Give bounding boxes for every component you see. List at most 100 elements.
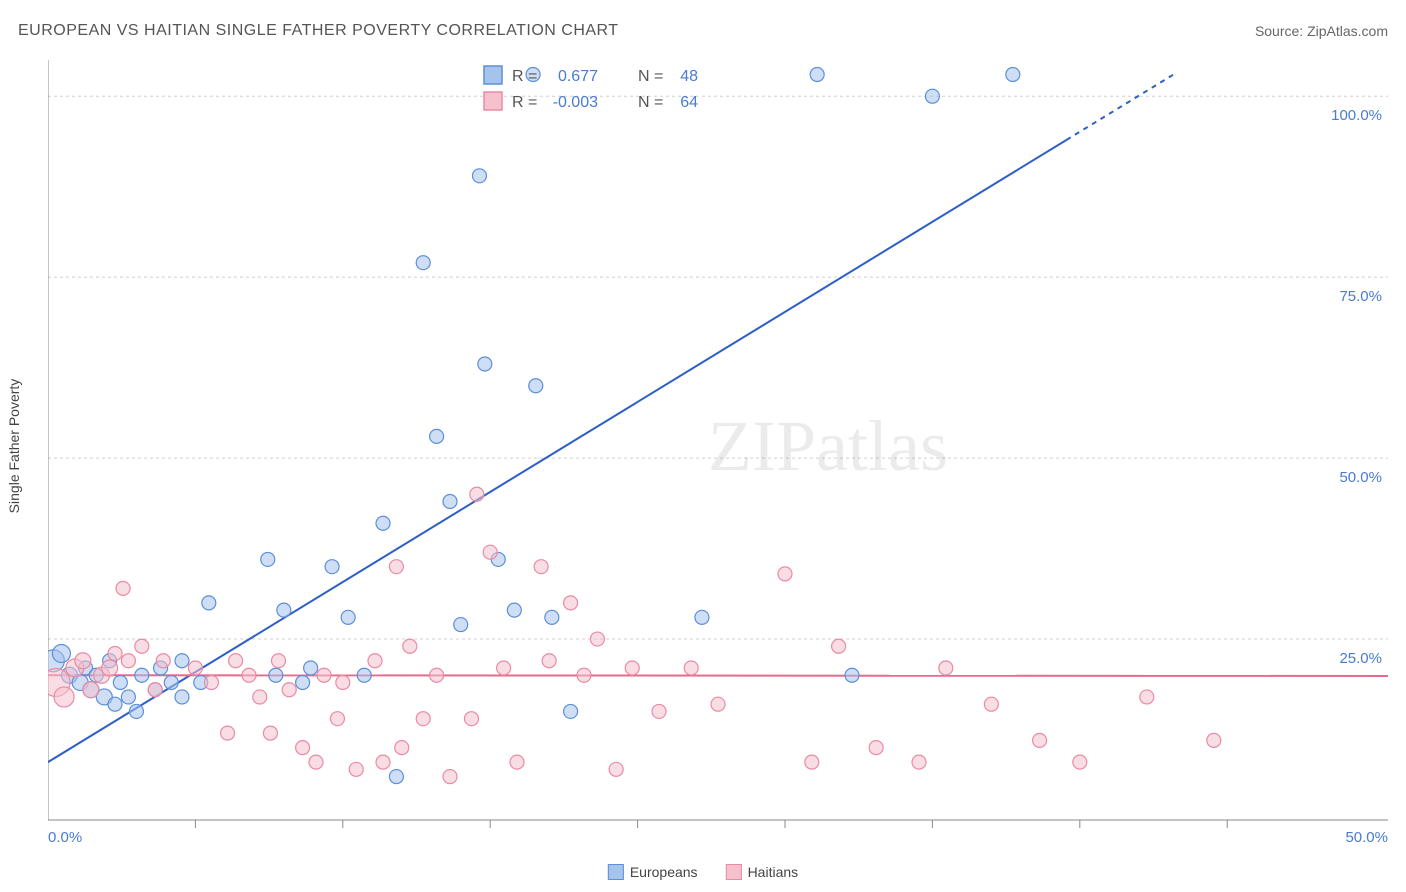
data-point: [83, 682, 99, 698]
legend-swatch: [484, 66, 502, 84]
data-point: [912, 755, 926, 769]
data-point: [478, 357, 492, 371]
data-point: [845, 668, 859, 682]
data-point: [1073, 755, 1087, 769]
data-point: [389, 770, 403, 784]
legend-label: Haitians: [748, 864, 799, 880]
data-point: [368, 654, 382, 668]
data-point: [711, 697, 725, 711]
y-tick-label: 100.0%: [1331, 107, 1382, 124]
data-point: [403, 639, 417, 653]
data-point: [271, 654, 285, 668]
data-point: [483, 545, 497, 559]
data-point: [430, 429, 444, 443]
data-point: [507, 603, 521, 617]
data-point: [510, 755, 524, 769]
data-point: [577, 668, 591, 682]
data-point: [778, 567, 792, 581]
data-point: [341, 610, 355, 624]
data-point: [652, 704, 666, 718]
data-point: [296, 741, 310, 755]
data-point: [376, 755, 390, 769]
data-point: [330, 712, 344, 726]
data-point: [269, 668, 283, 682]
data-point: [296, 675, 310, 689]
data-point: [102, 660, 118, 676]
data-point: [470, 487, 484, 501]
data-point: [121, 690, 135, 704]
data-point: [869, 741, 883, 755]
data-point: [156, 654, 170, 668]
data-point: [204, 675, 218, 689]
data-point: [175, 654, 189, 668]
data-point: [625, 661, 639, 675]
data-point: [108, 647, 122, 661]
data-point: [545, 610, 559, 624]
data-point: [164, 675, 178, 689]
data-point: [282, 683, 296, 697]
data-point: [416, 256, 430, 270]
data-point: [229, 654, 243, 668]
legend-r-label: R =: [512, 68, 537, 85]
data-point: [113, 675, 127, 689]
data-point: [805, 755, 819, 769]
data-point: [357, 668, 371, 682]
data-point: [464, 712, 478, 726]
data-point: [1033, 733, 1047, 747]
data-point: [430, 668, 444, 682]
data-point: [925, 89, 939, 103]
data-point: [148, 683, 162, 697]
data-point: [242, 668, 256, 682]
data-point: [416, 712, 430, 726]
y-tick-label: 25.0%: [1339, 650, 1382, 667]
data-point: [304, 661, 318, 675]
data-point: [395, 741, 409, 755]
data-point: [349, 762, 363, 776]
legend-r-label: R =: [512, 94, 537, 111]
data-point: [135, 668, 149, 682]
y-tick-label: 75.0%: [1339, 288, 1382, 305]
legend-n-label: N =: [638, 94, 663, 111]
data-point: [202, 596, 216, 610]
data-point: [443, 495, 457, 509]
legend-n-value: 48: [680, 68, 698, 85]
legend-item: Europeans: [608, 864, 698, 880]
data-point: [454, 618, 468, 632]
data-point: [108, 697, 122, 711]
data-point: [116, 581, 130, 595]
data-point: [984, 697, 998, 711]
legend-label: Europeans: [630, 864, 698, 880]
data-point: [52, 645, 70, 663]
watermark: ZIPatlas: [708, 406, 948, 486]
y-tick-label: 50.0%: [1339, 469, 1382, 486]
data-point: [129, 704, 143, 718]
data-point: [317, 668, 331, 682]
data-point: [54, 687, 74, 707]
data-point: [609, 762, 623, 776]
data-point: [564, 596, 578, 610]
legend-swatch: [608, 864, 624, 880]
data-point: [75, 653, 91, 669]
data-point: [253, 690, 267, 704]
legend-r-value: -0.003: [553, 94, 598, 111]
data-point: [1207, 733, 1221, 747]
chart-title: EUROPEAN VS HAITIAN SINGLE FATHER POVERT…: [18, 22, 619, 40]
data-point: [564, 704, 578, 718]
data-point: [175, 690, 189, 704]
data-point: [376, 516, 390, 530]
legend-item: Haitians: [726, 864, 799, 880]
data-point: [389, 560, 403, 574]
legend-bottom: Europeans Haitians: [608, 864, 798, 880]
data-point: [221, 726, 235, 740]
legend-swatch: [726, 864, 742, 880]
data-point: [1006, 67, 1020, 81]
x-tick-label: 0.0%: [48, 829, 82, 844]
data-point: [529, 379, 543, 393]
data-point: [534, 560, 548, 574]
data-point: [325, 560, 339, 574]
legend-n-label: N =: [638, 68, 663, 85]
legend-top: R =0.677N =48R =-0.003N =64: [478, 66, 848, 122]
chart-header: EUROPEAN VS HAITIAN SINGLE FATHER POVERT…: [18, 22, 1388, 40]
data-point: [939, 661, 953, 675]
data-point: [832, 639, 846, 653]
